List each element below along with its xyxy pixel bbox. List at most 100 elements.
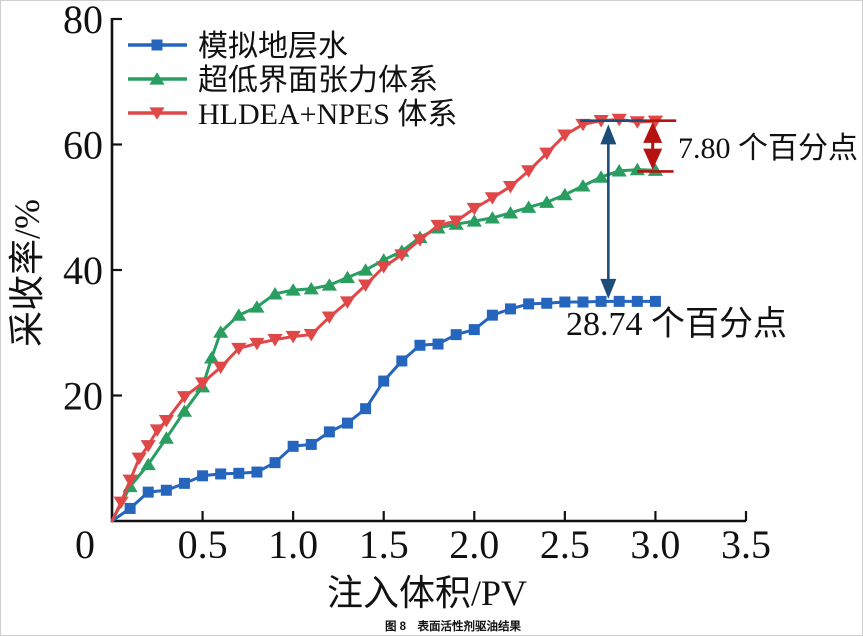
y-tick-label: 40 bbox=[63, 248, 103, 293]
legend-label-hldea-npes-system: HLDEA+NPES 体系 bbox=[198, 98, 457, 131]
data-point-marker bbox=[323, 426, 335, 438]
x-tick-label: 2.0 bbox=[449, 522, 499, 567]
data-point-marker bbox=[613, 295, 625, 307]
data-point-marker bbox=[595, 295, 607, 307]
data-point-marker bbox=[194, 377, 211, 390]
data-point-marker bbox=[142, 486, 154, 498]
data-point-marker bbox=[376, 261, 392, 274]
data-point-marker bbox=[396, 355, 408, 367]
data-point-marker bbox=[122, 474, 138, 488]
data-point-marker bbox=[233, 467, 245, 479]
data-point-marker bbox=[249, 337, 265, 351]
data-point-marker bbox=[539, 147, 555, 161]
x-tick-label: 0 bbox=[75, 522, 95, 567]
data-point-marker bbox=[251, 466, 263, 478]
data-point-marker bbox=[450, 329, 462, 341]
data-point-marker bbox=[523, 298, 535, 310]
arrowhead bbox=[643, 148, 663, 170]
data-point-marker bbox=[131, 452, 147, 466]
series-0 bbox=[110, 295, 661, 523]
data-point-marker bbox=[358, 263, 374, 276]
data-point-marker bbox=[611, 164, 627, 177]
data-point-marker bbox=[204, 351, 220, 364]
data-point-marker bbox=[267, 287, 283, 300]
annotation-arrows bbox=[580, 119, 677, 299]
x-tick-label: 1.0 bbox=[268, 522, 318, 567]
data-point-marker bbox=[305, 438, 317, 450]
data-point-marker bbox=[559, 296, 571, 308]
data-point-marker bbox=[484, 192, 500, 205]
x-tick-label: 3.0 bbox=[630, 522, 680, 567]
data-point-marker bbox=[149, 424, 165, 437]
data-point-marker bbox=[341, 417, 353, 429]
data-point-marker bbox=[502, 206, 519, 219]
data-point-marker bbox=[124, 502, 136, 514]
data-point-marker bbox=[303, 282, 319, 295]
data-point-marker bbox=[339, 270, 356, 284]
data-point-marker bbox=[502, 180, 519, 194]
x-tick-label: 1.5 bbox=[359, 522, 409, 567]
data-point-marker bbox=[321, 311, 337, 324]
data-point-marker bbox=[593, 170, 609, 183]
data-point-marker bbox=[414, 339, 426, 351]
annotation-label-7-80-points: 7.80 个百分点 bbox=[678, 132, 858, 165]
legend-label-simulated-formation-water: 模拟地层水 bbox=[198, 30, 348, 63]
data-point-marker bbox=[394, 249, 410, 262]
data-point-marker bbox=[231, 342, 247, 356]
data-point-marker bbox=[360, 403, 372, 415]
data-point-marker bbox=[468, 324, 480, 336]
data-point-marker bbox=[321, 278, 337, 291]
data-point-marker bbox=[521, 200, 537, 213]
data-point-marker bbox=[430, 219, 446, 233]
data-point-marker bbox=[486, 309, 498, 321]
data-point-marker bbox=[176, 404, 193, 417]
data-point-marker bbox=[140, 440, 156, 453]
data-point-marker bbox=[197, 470, 209, 482]
arrowhead bbox=[600, 278, 617, 299]
y-tick-label: 20 bbox=[63, 374, 103, 419]
data-point-marker bbox=[649, 295, 661, 307]
data-point-marker bbox=[285, 330, 301, 344]
data-point-marker bbox=[285, 283, 301, 296]
x-tick-label: 2.5 bbox=[540, 522, 590, 567]
data-point-marker bbox=[484, 211, 500, 224]
y-tick-label: 80 bbox=[63, 1, 103, 42]
data-point-marker bbox=[231, 308, 247, 321]
x-tick-label: 3.5 bbox=[721, 522, 771, 567]
data-point-marker bbox=[160, 484, 172, 496]
x-axis-title: 注入体积/PV bbox=[327, 573, 527, 613]
data-point-marker bbox=[539, 195, 555, 208]
data-point-marker bbox=[466, 214, 482, 227]
data-point-marker bbox=[178, 477, 190, 489]
data-point-marker bbox=[213, 361, 229, 375]
axes: 0 0.5 1.0 1.5 2.0 2.5 3.0 3.5 20 40 60 80 bbox=[63, 1, 771, 567]
arrowhead bbox=[643, 121, 663, 143]
data-point-marker bbox=[378, 375, 390, 387]
legend-item-1 bbox=[128, 72, 187, 85]
data-point-marker bbox=[339, 296, 356, 309]
data-point-marker bbox=[303, 329, 319, 342]
data-point-marker bbox=[267, 334, 283, 347]
data-point-marker bbox=[466, 202, 482, 216]
data-point-marker bbox=[358, 279, 374, 292]
legend-item-2 bbox=[128, 107, 187, 120]
data-point-marker bbox=[158, 431, 174, 444]
data-point-marker bbox=[432, 338, 444, 350]
data-point-marker bbox=[557, 129, 573, 142]
x-tick-label: 0.5 bbox=[178, 522, 228, 567]
data-point-marker bbox=[412, 234, 428, 247]
annotation-gap-red-vs-green bbox=[637, 119, 677, 173]
data-point-marker bbox=[113, 496, 129, 509]
series-line bbox=[110, 168, 657, 523]
data-point-marker bbox=[631, 295, 643, 307]
legend bbox=[128, 39, 187, 120]
data-point-marker bbox=[521, 165, 537, 178]
data-point-marker bbox=[505, 303, 517, 315]
data-point-marker bbox=[249, 300, 265, 313]
legend-label-ultralow-ift-system: 超低界面张力体系 bbox=[198, 64, 438, 97]
data-point-marker bbox=[158, 415, 174, 428]
data-point-marker bbox=[215, 468, 227, 480]
data-point-marker bbox=[176, 391, 193, 404]
